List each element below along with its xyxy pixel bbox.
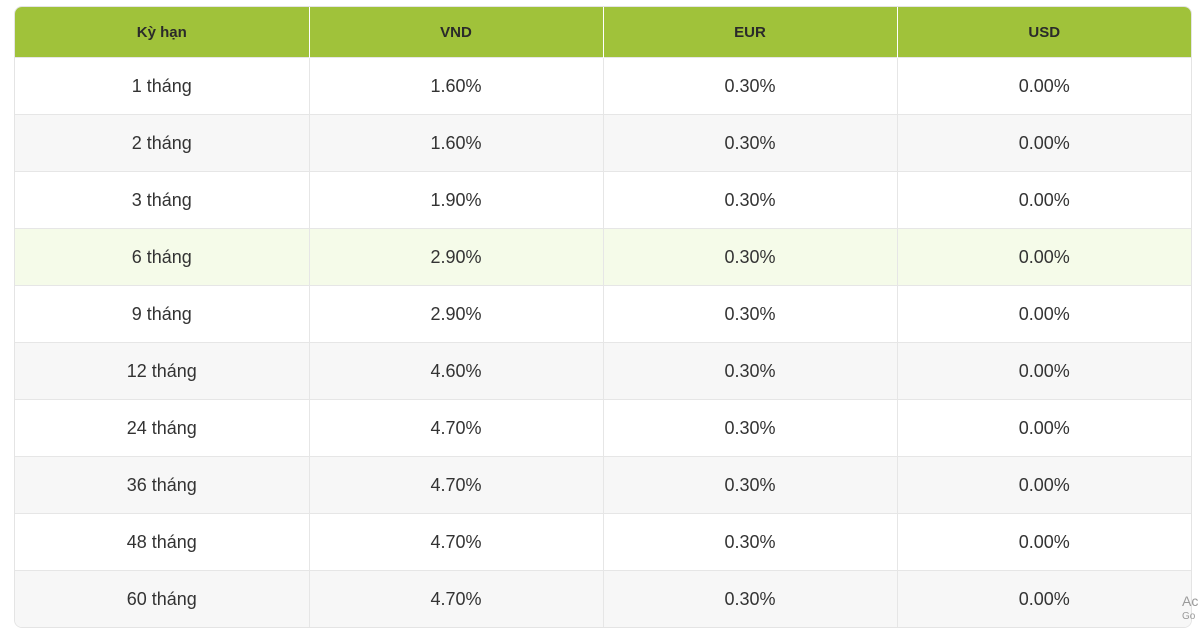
cell-vnd: 4.70% [309, 570, 604, 627]
cell-eur: 0.30% [603, 399, 898, 457]
cell-vnd: 1.60% [309, 114, 604, 172]
cell-usd: 0.00% [897, 399, 1191, 457]
cell-eur: 0.30% [603, 171, 898, 229]
cell-usd: 0.00% [897, 285, 1191, 343]
cell-eur: 0.30% [603, 228, 898, 286]
cell-term: 12 tháng [15, 342, 310, 400]
cell-vnd: 2.90% [309, 285, 604, 343]
table-header-row: Kỳ hạn VND EUR USD [15, 7, 1191, 58]
cell-eur: 0.30% [603, 456, 898, 514]
cell-term: 36 tháng [15, 456, 310, 514]
cell-usd: 0.00% [897, 228, 1191, 286]
cell-term: 24 tháng [15, 399, 310, 457]
header-eur: EUR [603, 7, 898, 58]
interest-rate-table: Kỳ hạn VND EUR USD 1 tháng 1.60% 0.30% 0… [15, 7, 1191, 627]
cell-vnd: 1.60% [309, 57, 604, 115]
table-row: 1 tháng 1.60% 0.30% 0.00% [15, 57, 1191, 115]
cell-term: 60 tháng [15, 570, 310, 627]
cell-usd: 0.00% [897, 57, 1191, 115]
table-row: 12 tháng 4.60% 0.30% 0.00% [15, 342, 1191, 400]
cell-usd: 0.00% [897, 342, 1191, 400]
activation-watermark: Ac Go [1182, 593, 1200, 625]
cell-usd: 0.00% [897, 114, 1191, 172]
cell-term: 48 tháng [15, 513, 310, 571]
cell-eur: 0.30% [603, 513, 898, 571]
cell-usd: 0.00% [897, 570, 1191, 627]
cell-usd: 0.00% [897, 513, 1191, 571]
table-row: 3 tháng 1.90% 0.30% 0.00% [15, 171, 1191, 229]
table-row-highlighted: 6 tháng 2.90% 0.30% 0.00% [15, 228, 1191, 286]
cell-eur: 0.30% [603, 285, 898, 343]
cell-vnd: 4.60% [309, 342, 604, 400]
cell-usd: 0.00% [897, 171, 1191, 229]
cell-eur: 0.30% [603, 114, 898, 172]
cell-term: 1 tháng [15, 57, 310, 115]
interest-rate-table-container: Kỳ hạn VND EUR USD 1 tháng 1.60% 0.30% 0… [14, 6, 1192, 628]
cell-vnd: 4.70% [309, 513, 604, 571]
table-row: 60 tháng 4.70% 0.30% 0.00% [15, 570, 1191, 627]
cell-term: 6 tháng [15, 228, 310, 286]
table-row: 36 tháng 4.70% 0.30% 0.00% [15, 456, 1191, 514]
cell-term: 3 tháng [15, 171, 310, 229]
cell-usd: 0.00% [897, 456, 1191, 514]
cell-eur: 0.30% [603, 342, 898, 400]
header-term: Kỳ hạn [15, 7, 310, 58]
header-vnd: VND [309, 7, 604, 58]
cell-eur: 0.30% [603, 57, 898, 115]
cell-vnd: 4.70% [309, 456, 604, 514]
cell-term: 2 tháng [15, 114, 310, 172]
watermark-line-2: Go [1182, 611, 1196, 622]
cell-term: 9 tháng [15, 285, 310, 343]
cell-vnd: 4.70% [309, 399, 604, 457]
table-row: 2 tháng 1.60% 0.30% 0.00% [15, 114, 1191, 172]
cell-eur: 0.30% [603, 570, 898, 627]
table-row: 48 tháng 4.70% 0.30% 0.00% [15, 513, 1191, 571]
cell-vnd: 1.90% [309, 171, 604, 229]
table-row: 24 tháng 4.70% 0.30% 0.00% [15, 399, 1191, 457]
cell-vnd: 2.90% [309, 228, 604, 286]
table-row: 9 tháng 2.90% 0.30% 0.00% [15, 285, 1191, 343]
header-usd: USD [897, 7, 1191, 58]
watermark-line-1: Ac [1182, 593, 1199, 609]
